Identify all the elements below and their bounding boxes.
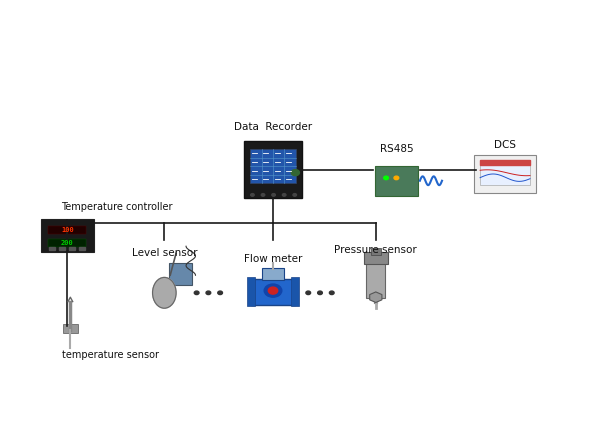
FancyBboxPatch shape — [251, 279, 295, 305]
Text: RS485: RS485 — [380, 144, 413, 154]
FancyBboxPatch shape — [474, 155, 536, 193]
Text: Flow meter: Flow meter — [244, 254, 302, 264]
FancyBboxPatch shape — [49, 239, 87, 247]
Bar — [49, 247, 55, 251]
Polygon shape — [369, 292, 382, 303]
FancyBboxPatch shape — [247, 277, 255, 307]
Circle shape — [394, 176, 398, 180]
FancyBboxPatch shape — [371, 248, 381, 255]
Circle shape — [195, 291, 199, 295]
Text: DCS: DCS — [494, 140, 516, 150]
Ellipse shape — [152, 277, 176, 308]
Circle shape — [282, 194, 286, 196]
Circle shape — [329, 291, 334, 295]
Circle shape — [268, 287, 278, 294]
Text: Data  Recorder: Data Recorder — [234, 122, 312, 133]
Circle shape — [206, 291, 211, 295]
Bar — [79, 247, 85, 251]
Bar — [59, 247, 65, 251]
Text: 100: 100 — [61, 227, 74, 233]
Bar — [69, 247, 75, 251]
Circle shape — [306, 291, 311, 295]
Text: Level sensor: Level sensor — [132, 248, 197, 258]
FancyBboxPatch shape — [291, 277, 299, 307]
Circle shape — [291, 170, 299, 176]
FancyBboxPatch shape — [63, 324, 78, 333]
Circle shape — [384, 176, 388, 180]
FancyBboxPatch shape — [480, 161, 530, 185]
FancyBboxPatch shape — [42, 219, 94, 252]
Circle shape — [272, 194, 275, 196]
Circle shape — [293, 194, 296, 196]
FancyBboxPatch shape — [250, 149, 296, 183]
FancyBboxPatch shape — [366, 259, 385, 298]
Text: 200: 200 — [61, 240, 74, 246]
FancyBboxPatch shape — [49, 226, 87, 234]
Circle shape — [262, 194, 265, 196]
FancyBboxPatch shape — [364, 252, 388, 264]
Bar — [480, 161, 530, 165]
FancyBboxPatch shape — [169, 263, 192, 285]
Circle shape — [251, 194, 254, 196]
Circle shape — [218, 291, 222, 295]
Text: Temperature controller: Temperature controller — [62, 202, 173, 211]
Text: Pressure sensor: Pressure sensor — [334, 246, 417, 255]
FancyBboxPatch shape — [262, 268, 284, 280]
Circle shape — [318, 291, 323, 295]
FancyBboxPatch shape — [375, 166, 418, 196]
Text: temperature sensor: temperature sensor — [62, 350, 158, 360]
Circle shape — [264, 284, 282, 297]
FancyBboxPatch shape — [244, 141, 302, 198]
